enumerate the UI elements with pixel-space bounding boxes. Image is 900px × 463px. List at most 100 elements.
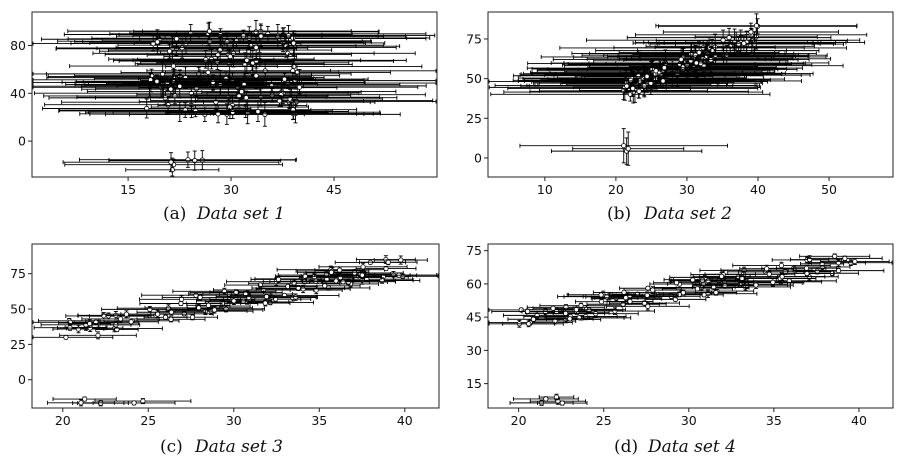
data-point — [143, 314, 188, 320]
plot-frame — [31, 11, 438, 178]
y-tick-label: 15 — [466, 376, 482, 391]
marker — [530, 316, 537, 322]
x-tick-label: 15 — [120, 182, 136, 197]
x-tick-label: 35 — [766, 413, 782, 428]
caption-label: (c) — [160, 437, 183, 457]
data-point — [524, 73, 802, 89]
marker — [302, 273, 308, 279]
marker — [82, 396, 88, 402]
data-point — [563, 55, 830, 71]
marker — [117, 316, 124, 322]
data-point — [580, 70, 714, 83]
data-point — [314, 266, 365, 274]
x-tick-label: 40 — [397, 413, 413, 428]
data-point — [273, 293, 318, 301]
data-point — [52, 396, 117, 402]
data-point — [572, 131, 685, 166]
marker — [294, 98, 300, 105]
x-ticks: 15 30 45 — [120, 177, 342, 197]
data-point — [99, 43, 241, 59]
plot-frame — [487, 11, 894, 178]
data-layer — [488, 253, 893, 406]
marker — [660, 78, 666, 84]
marker — [550, 305, 556, 311]
marker — [803, 265, 810, 271]
marker — [87, 321, 93, 327]
marker — [653, 68, 659, 74]
marker — [170, 63, 177, 69]
data-point — [62, 152, 280, 173]
marker — [253, 29, 259, 35]
marker — [621, 143, 627, 149]
marker — [154, 78, 160, 84]
data-point — [103, 319, 159, 325]
data-point — [101, 310, 152, 319]
marker — [281, 76, 288, 82]
data-layer — [32, 255, 439, 407]
marker — [162, 314, 169, 320]
data-point — [529, 84, 749, 99]
caption-title: Data set 4 — [647, 437, 736, 457]
marker — [177, 83, 183, 89]
marker — [128, 319, 134, 325]
data-point — [172, 62, 341, 89]
marker — [263, 294, 270, 300]
panel-b: 10 20 30 40 50 0 25 50 75 (b) Data set 2 — [466, 11, 894, 224]
marker — [322, 283, 328, 289]
marker — [166, 48, 173, 54]
marker — [168, 316, 174, 322]
marker — [197, 294, 203, 301]
data-point — [653, 280, 700, 286]
marker — [154, 39, 160, 45]
data-point — [132, 46, 362, 74]
x-tick-label: 10 — [537, 182, 553, 197]
marker — [598, 292, 604, 298]
y-tick-label: 45 — [466, 310, 482, 325]
marker — [231, 298, 237, 304]
marker — [625, 146, 631, 152]
marker — [290, 40, 297, 46]
marker — [275, 276, 282, 282]
marker — [563, 304, 569, 310]
marker — [693, 60, 699, 66]
marker — [168, 159, 174, 165]
marker — [205, 69, 211, 76]
marker — [736, 41, 742, 47]
marker — [253, 44, 259, 51]
marker — [705, 278, 711, 284]
marker — [543, 396, 549, 402]
data-point — [532, 305, 574, 311]
data-point — [537, 400, 588, 406]
data-point — [229, 99, 358, 121]
marker — [598, 299, 605, 305]
data-point — [359, 259, 418, 266]
marker — [131, 400, 137, 406]
marker — [753, 282, 759, 288]
x-tick-label: 40 — [851, 413, 867, 428]
marker — [672, 296, 679, 302]
marker — [644, 73, 650, 79]
marker — [168, 86, 174, 92]
y-tick-label: 60 — [466, 276, 482, 291]
data-point — [305, 269, 404, 277]
marker — [753, 23, 760, 29]
marker — [178, 300, 184, 307]
data-point — [144, 303, 253, 312]
marker — [262, 300, 268, 306]
marker — [719, 273, 725, 279]
marker — [644, 292, 650, 298]
marker — [258, 33, 264, 39]
x-tick-label: 20 — [608, 182, 624, 197]
data-point — [526, 305, 626, 314]
data-point — [807, 255, 883, 262]
data-point — [240, 299, 291, 307]
marker — [233, 289, 239, 296]
marker — [87, 325, 93, 331]
y-tick-label: 50 — [10, 302, 26, 317]
data-point — [502, 320, 556, 328]
data-point — [56, 37, 309, 59]
marker — [524, 308, 531, 315]
data-point — [512, 65, 764, 86]
data-point — [654, 289, 712, 296]
marker — [764, 266, 770, 272]
